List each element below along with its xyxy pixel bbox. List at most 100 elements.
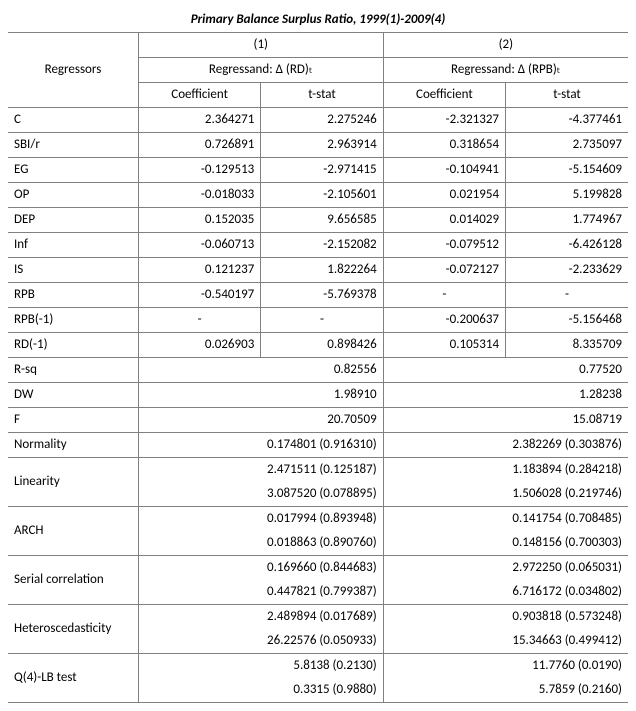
cell: 2.382269 (0.303876) — [383, 433, 628, 458]
cell: 0.726891 — [138, 133, 260, 158]
cell: 0.318654 — [383, 133, 505, 158]
cell: 15.08719 — [383, 408, 628, 433]
cell: 2.735097 — [506, 133, 628, 158]
table-row: OP -0.018033 -2.105601 0.021954 5.199828 — [8, 183, 628, 208]
table-row: F 20.70509 15.08719 — [8, 408, 628, 433]
cell: 6.716172 (0.034802) — [383, 580, 628, 605]
row-label: Q(4)-LB test — [8, 654, 138, 703]
table-title: Primary Balance Surplus Ratio, 1999(1)-2… — [8, 8, 628, 33]
cell: 0.898426 — [261, 333, 383, 358]
cell: 20.70509 — [138, 408, 383, 433]
table-row: C 2.364271 2.275246 -2.321327 -4.377461 — [8, 108, 628, 133]
table-row: DW 1.98910 1.28238 — [8, 383, 628, 408]
cell: 1.28238 — [383, 383, 628, 408]
row-label: EG — [8, 158, 138, 183]
cell: 0.121237 — [138, 258, 260, 283]
cell: -5.154609 — [506, 158, 628, 183]
cell: 1.183894 (0.284218) — [383, 458, 628, 483]
cell: 0.152035 — [138, 208, 260, 233]
table-row: DEP 0.152035 9.656585 0.014029 1.774967 — [8, 208, 628, 233]
row-label: C — [8, 108, 138, 133]
cell: 2.972250 (0.065031) — [383, 556, 628, 581]
table-title-row: Primary Balance Surplus Ratio, 1999(1)-2… — [8, 8, 628, 33]
row-label: RPB(-1) — [8, 308, 138, 333]
col2-number: (2) — [383, 33, 628, 58]
cell: -0.072127 — [383, 258, 505, 283]
cell: 0.77520 — [383, 358, 628, 383]
cell: 0.82556 — [138, 358, 383, 383]
row-label: OP — [8, 183, 138, 208]
cell: -5.769378 — [261, 283, 383, 308]
cell: 5.7859 (0.2160) — [383, 678, 628, 703]
cell: 0.169660 (0.844683) — [138, 556, 383, 581]
cell: -4.377461 — [506, 108, 628, 133]
cell: -0.018033 — [138, 183, 260, 208]
cell: 0.174801 (0.916310) — [138, 433, 383, 458]
cell: 15.34663 (0.499412) — [383, 629, 628, 654]
row-label: Heteroscedasticity — [8, 605, 138, 654]
row-label: IS — [8, 258, 138, 283]
cell: 2.471511 (0.125187) — [138, 458, 383, 483]
col2-coef-header: Coefficient — [383, 83, 505, 108]
table-row: Normality 0.174801 (0.916310) 2.382269 (… — [8, 433, 628, 458]
row-label: RPB — [8, 283, 138, 308]
cell: -5.156468 — [506, 308, 628, 333]
table-row: ARCH 0.017994 (0.893948) 0.141754 (0.708… — [8, 507, 628, 532]
cell: -2.971415 — [261, 158, 383, 183]
row-label: F — [8, 408, 138, 433]
cell: -2.233629 — [506, 258, 628, 283]
cell: 11.7760 (0.0190) — [383, 654, 628, 679]
cell: - — [506, 283, 628, 308]
row-label: Inf — [8, 233, 138, 258]
table-row: EG -0.129513 -2.971415 -0.104941 -5.1546… — [8, 158, 628, 183]
table-row: RPB -0.540197 -5.769378 - - — [8, 283, 628, 308]
table-row: Heteroscedasticity 2.489894 (0.017689) 0… — [8, 605, 628, 630]
cell: 0.018863 (0.890760) — [138, 531, 383, 556]
col1-regressand: Regressand: Δ (RD)ₜ — [138, 58, 383, 83]
cell: 1.774967 — [506, 208, 628, 233]
cell: 0.021954 — [383, 183, 505, 208]
row-label: RD(-1) — [8, 333, 138, 358]
cell: 1.98910 — [138, 383, 383, 408]
cell: 1.506028 (0.219746) — [383, 482, 628, 507]
cell: 0.017994 (0.893948) — [138, 507, 383, 532]
cell: - — [261, 308, 383, 333]
cell: -0.104941 — [383, 158, 505, 183]
cell: 9.656585 — [261, 208, 383, 233]
col1-coef-header: Coefficient — [138, 83, 260, 108]
table-row: R-sq 0.82556 0.77520 — [8, 358, 628, 383]
cell: 0.141754 (0.708485) — [383, 507, 628, 532]
table-row: SBI/r 0.726891 2.963914 0.318654 2.73509… — [8, 133, 628, 158]
table-row: IS 0.121237 1.822264 -0.072127 -2.233629 — [8, 258, 628, 283]
table-row: Inf -0.060713 -2.152082 -0.079512 -6.426… — [8, 233, 628, 258]
cell: 0.014029 — [383, 208, 505, 233]
cell: -2.152082 — [261, 233, 383, 258]
cell: 1.822264 — [261, 258, 383, 283]
cell: 0.3315 (0.9880) — [138, 678, 383, 703]
cell: -6.426128 — [506, 233, 628, 258]
cell: -0.079512 — [383, 233, 505, 258]
cell: -0.060713 — [138, 233, 260, 258]
row-label: Normality — [8, 433, 138, 458]
col1-number: (1) — [138, 33, 383, 58]
cell: -2.321327 — [383, 108, 505, 133]
table-row: RD(-1) 0.026903 0.898426 0.105314 8.3357… — [8, 333, 628, 358]
cell: 5.8138 (0.2130) — [138, 654, 383, 679]
cell: 0.148156 (0.700303) — [383, 531, 628, 556]
table-row: RPB(-1) - - -0.200637 -5.156468 — [8, 308, 628, 333]
cell: 2.489894 (0.017689) — [138, 605, 383, 630]
cell: -0.129513 — [138, 158, 260, 183]
row-label: R-sq — [8, 358, 138, 383]
table-row: Linearity 2.471511 (0.125187) 1.183894 (… — [8, 458, 628, 483]
row-label: DW — [8, 383, 138, 408]
cell: -0.540197 — [138, 283, 260, 308]
row-label: Serial correlation — [8, 556, 138, 605]
table-row: Serial correlation 0.169660 (0.844683) 2… — [8, 556, 628, 581]
cell: - — [383, 283, 505, 308]
cell: -0.200637 — [383, 308, 505, 333]
cell: 26.22576 (0.050933) — [138, 629, 383, 654]
cell: 0.447821 (0.799387) — [138, 580, 383, 605]
cell: 0.026903 — [138, 333, 260, 358]
table-row: Q(4)-LB test 5.8138 (0.2130) 11.7760 (0.… — [8, 654, 628, 679]
cell: 8.335709 — [506, 333, 628, 358]
